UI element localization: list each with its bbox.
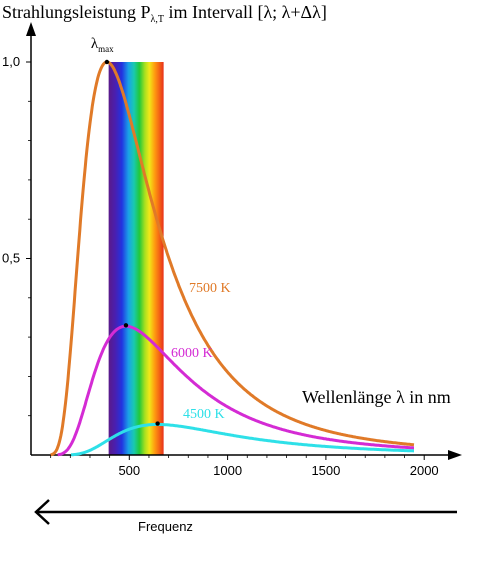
- y-tick-label: 1,0: [2, 54, 20, 69]
- x-tick-label: 500: [118, 463, 140, 478]
- peak-point: [123, 323, 129, 328]
- series-line: [50, 60, 415, 457]
- series-labels: 7500 K 6000 K 4500 K: [171, 281, 231, 422]
- series-peak-markers: [104, 59, 160, 426]
- series-label: 6000 K: [171, 346, 213, 361]
- x-tick-label: 2000: [410, 463, 439, 478]
- visible-spectrum-band: [108, 62, 164, 455]
- y-tick-label: 0,5: [2, 251, 20, 266]
- x-tick-group: 500 1000 1500 2000: [50, 455, 439, 478]
- x-tick-label: 1500: [311, 463, 340, 478]
- lambda-max-label: λmax: [91, 36, 114, 54]
- series-line: [57, 324, 414, 457]
- series-curves: [50, 60, 415, 457]
- y-axis-arrow-icon: [26, 22, 36, 36]
- frequency-arrow-head-icon: [34, 499, 50, 525]
- peak-point: [155, 421, 160, 426]
- series-label: 7500 K: [189, 281, 231, 296]
- x-tick-label: 1000: [213, 463, 242, 478]
- series-label: 4500 K: [183, 407, 225, 422]
- x-axis-arrow-icon: [448, 450, 462, 460]
- y-tick-group: 0,5 1,0: [2, 54, 31, 417]
- frequency-label: Frequenz: [138, 519, 193, 534]
- peak-point: [104, 59, 110, 65]
- chart-title: Strahlungsleistung Pλ,T im Intervall [λ;…: [2, 2, 327, 25]
- x-axis-label: Wellenlänge λ in nm: [302, 387, 451, 407]
- series-line: [70, 422, 414, 457]
